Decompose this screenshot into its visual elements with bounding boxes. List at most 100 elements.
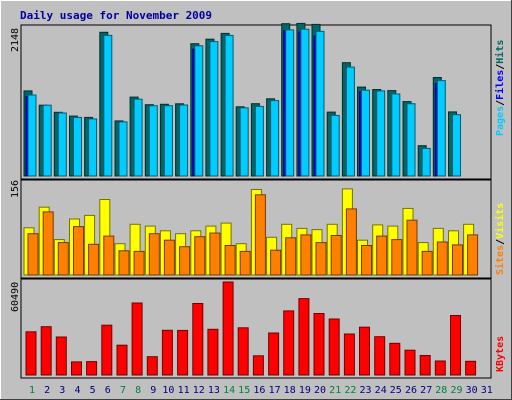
x-tick-label-7: 7 bbox=[120, 385, 126, 396]
hits-pages-bar-4 bbox=[73, 116, 82, 177]
visits-sites-bar-24 bbox=[376, 235, 388, 276]
x-tick-label-5: 5 bbox=[90, 385, 96, 396]
hits-pages-bar-23 bbox=[361, 89, 370, 177]
kbytes-kbytes-bar-24 bbox=[374, 336, 386, 376]
hits-pages-bar-10 bbox=[163, 105, 173, 177]
kbytes-kbytes-bar-27 bbox=[419, 355, 431, 376]
hits-pages-bar-1 bbox=[27, 94, 37, 177]
x-tick-label-22: 22 bbox=[344, 385, 356, 396]
x-tick-label-10: 10 bbox=[162, 385, 174, 396]
hits-pages-bar-19 bbox=[300, 28, 310, 177]
legend-pages: Pages bbox=[495, 106, 506, 136]
x-tick-label-23: 23 bbox=[359, 385, 371, 396]
kbytes-kbytes-bar-23 bbox=[359, 326, 370, 376]
hits-pages-bar-25 bbox=[391, 93, 401, 177]
visits-sites-bar-18 bbox=[285, 237, 297, 276]
kbytes-kbytes-bar-29 bbox=[450, 315, 461, 376]
hits-pages-bar-13 bbox=[209, 41, 219, 177]
kbytes-kbytes-bar-14 bbox=[222, 281, 234, 376]
x-tick-label-2: 2 bbox=[44, 385, 50, 396]
visits-sites-bar-9 bbox=[148, 233, 160, 276]
legend-sep: / bbox=[495, 239, 506, 245]
x-tick-label-28: 28 bbox=[435, 385, 447, 396]
visits-sites-bar-27 bbox=[421, 250, 433, 276]
bars-layer bbox=[23, 22, 479, 376]
visits-ymax-label: 156 bbox=[10, 180, 21, 198]
chart-title: Daily usage for November 2009 bbox=[20, 9, 212, 22]
visits-sites-bar-17 bbox=[270, 249, 282, 276]
visits-sites-bar-28 bbox=[436, 241, 448, 276]
kbytes-kbytes-bar-28 bbox=[434, 360, 446, 376]
hits-pages-bar-14 bbox=[224, 34, 234, 177]
visits-sites-bar-12 bbox=[194, 236, 206, 276]
visits-sites-bar-2 bbox=[42, 211, 54, 276]
hits-pages-bar-6 bbox=[103, 34, 113, 177]
hits-pages-bar-29 bbox=[452, 114, 461, 177]
hits-pages-bar-24 bbox=[376, 90, 386, 177]
visits-sites-bar-29 bbox=[452, 244, 463, 276]
hits-pages-bar-15 bbox=[239, 107, 249, 177]
visits-sites-bar-7 bbox=[118, 250, 130, 276]
kbytes-kbytes-bar-22 bbox=[343, 333, 355, 376]
x-axis-labels: 1 2 3 4 5 6 7 8 9 10 11 12 13 14 15 16 17 18 19 20 21 22 23 24 2… bbox=[29, 385, 493, 396]
hits-ymax-label: 2148 bbox=[10, 28, 21, 52]
visits-axis-legend: Sites/Visits bbox=[494, 203, 506, 275]
visits-sites-bar-19 bbox=[300, 234, 312, 276]
hits-pages-bar-20 bbox=[315, 30, 325, 177]
kbytes-kbytes-bar-21 bbox=[328, 318, 340, 376]
kbytes-kbytes-bar-7 bbox=[116, 344, 128, 376]
x-tick-label-18: 18 bbox=[284, 385, 296, 396]
kbytes-kbytes-bar-18 bbox=[283, 310, 295, 376]
kbytes-kbytes-bar-25 bbox=[389, 342, 401, 376]
kbytes-kbytes-bar-19 bbox=[298, 298, 310, 376]
x-tick-label-11: 11 bbox=[178, 385, 190, 396]
hits-pages-bar-17 bbox=[270, 100, 280, 177]
kbytes-kbytes-bar-13 bbox=[207, 328, 219, 376]
hits-pages-bar-2 bbox=[42, 104, 52, 177]
hits-pages-bar-26 bbox=[406, 103, 416, 177]
visits-sites-bar-3 bbox=[57, 242, 69, 276]
x-tick-label-16: 16 bbox=[253, 385, 265, 396]
hits-pages-bar-7 bbox=[118, 121, 128, 177]
hits-pages-bar-12 bbox=[194, 45, 204, 177]
x-tick-label-24: 24 bbox=[375, 385, 387, 396]
hits-axis-legend: Pages/Files/Hits bbox=[494, 40, 506, 136]
visits-sites-bar-25 bbox=[391, 239, 403, 276]
x-tick-label-19: 19 bbox=[299, 385, 311, 396]
x-tick-label-29: 29 bbox=[450, 385, 462, 396]
legend-files: Files bbox=[494, 70, 506, 100]
kbytes-kbytes-bar-15 bbox=[237, 327, 249, 376]
kbytes-kbytes-bar-3 bbox=[55, 336, 67, 376]
visits-sites-bar-21 bbox=[330, 235, 342, 276]
kbytes-kbytes-bar-26 bbox=[404, 349, 416, 376]
visits-sites-bar-13 bbox=[209, 232, 221, 276]
kbytes-axis-legend: KBytes bbox=[495, 336, 506, 372]
x-tick-label-20: 20 bbox=[314, 385, 326, 396]
kbytes-kbytes-bar-16 bbox=[252, 355, 264, 376]
visits-sites-bar-23 bbox=[361, 245, 372, 276]
hits-pages-bar-21 bbox=[330, 114, 340, 177]
kbytes-kbytes-bar-2 bbox=[40, 326, 52, 376]
visits-sites-bar-5 bbox=[88, 243, 100, 276]
x-tick-label-4: 4 bbox=[74, 385, 80, 396]
hits-pages-bar-22 bbox=[345, 66, 355, 177]
hits-pages-bar-28 bbox=[436, 80, 446, 177]
legend-hits: Hits bbox=[494, 40, 506, 64]
hits-pages-bar-16 bbox=[254, 105, 264, 177]
visits-sites-bar-4 bbox=[73, 226, 84, 276]
kbytes-kbytes-bar-12 bbox=[192, 303, 204, 376]
x-tick-label-3: 3 bbox=[59, 385, 65, 396]
visits-sites-bar-16 bbox=[254, 194, 266, 276]
legend-sites: Sites bbox=[494, 245, 506, 275]
kbytes-ymax-label: 60490 bbox=[10, 282, 21, 312]
x-tick-label-31: 31 bbox=[481, 385, 493, 396]
kbytes-kbytes-bar-6 bbox=[101, 324, 113, 376]
kbytes-kbytes-bar-17 bbox=[268, 332, 280, 376]
hits-pages-bar-9 bbox=[148, 105, 158, 177]
kbytes-kbytes-bar-30 bbox=[465, 360, 477, 376]
x-tick-label-17: 17 bbox=[269, 385, 281, 396]
legend-visits: Visits bbox=[494, 203, 506, 239]
kbytes-kbytes-bar-1 bbox=[25, 331, 37, 376]
kbytes-kbytes-bar-8 bbox=[131, 302, 143, 376]
